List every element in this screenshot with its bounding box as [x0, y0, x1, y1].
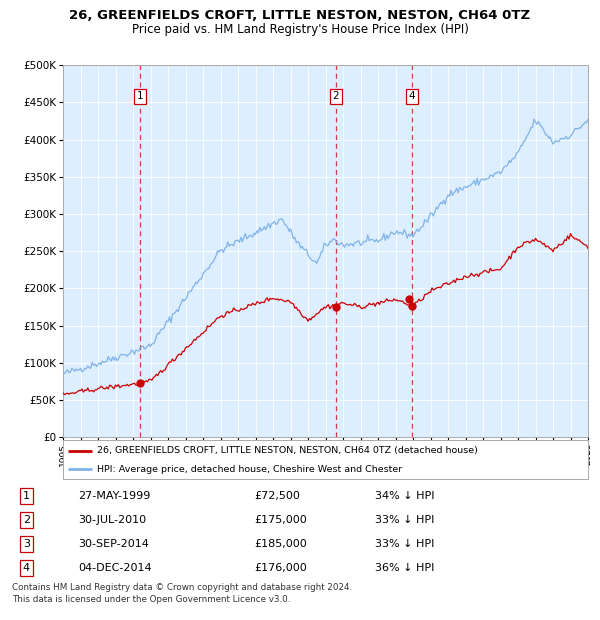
Text: HPI: Average price, detached house, Cheshire West and Chester: HPI: Average price, detached house, Ches… — [97, 464, 403, 474]
Text: £176,000: £176,000 — [254, 563, 307, 573]
Text: £175,000: £175,000 — [254, 515, 307, 525]
Text: 33% ↓ HPI: 33% ↓ HPI — [375, 539, 434, 549]
Text: 04-DEC-2014: 04-DEC-2014 — [78, 563, 152, 573]
Text: Price paid vs. HM Land Registry's House Price Index (HPI): Price paid vs. HM Land Registry's House … — [131, 23, 469, 36]
Text: 27-MAY-1999: 27-MAY-1999 — [78, 490, 151, 500]
Text: 34% ↓ HPI: 34% ↓ HPI — [375, 490, 434, 500]
Text: £185,000: £185,000 — [254, 539, 307, 549]
Text: 33% ↓ HPI: 33% ↓ HPI — [375, 515, 434, 525]
Text: 2: 2 — [23, 515, 30, 525]
Text: 4: 4 — [408, 91, 415, 101]
Text: 4: 4 — [23, 563, 30, 573]
Text: 26, GREENFIELDS CROFT, LITTLE NESTON, NESTON, CH64 0TZ: 26, GREENFIELDS CROFT, LITTLE NESTON, NE… — [70, 9, 530, 22]
Text: Contains HM Land Registry data © Crown copyright and database right 2024.
This d: Contains HM Land Registry data © Crown c… — [12, 583, 352, 604]
Text: £72,500: £72,500 — [254, 490, 300, 500]
Text: 2: 2 — [332, 91, 339, 101]
Text: 1: 1 — [137, 91, 143, 101]
Text: 36% ↓ HPI: 36% ↓ HPI — [375, 563, 434, 573]
Text: 1: 1 — [23, 490, 30, 500]
Text: 30-JUL-2010: 30-JUL-2010 — [78, 515, 146, 525]
Text: 30-SEP-2014: 30-SEP-2014 — [78, 539, 149, 549]
Text: 3: 3 — [23, 539, 30, 549]
Text: 26, GREENFIELDS CROFT, LITTLE NESTON, NESTON, CH64 0TZ (detached house): 26, GREENFIELDS CROFT, LITTLE NESTON, NE… — [97, 446, 478, 456]
